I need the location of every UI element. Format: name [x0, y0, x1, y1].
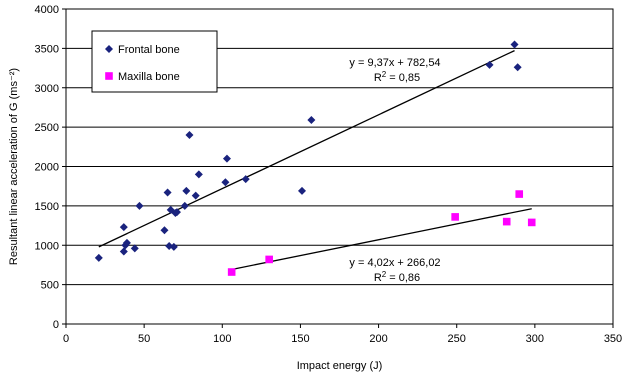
legend-marker-maxilla-bone [105, 72, 113, 80]
y-tick-label: 2000 [35, 162, 59, 174]
x-tick-label: 200 [369, 333, 387, 345]
frontal-bone-point [163, 188, 172, 197]
frontal-bone-point [182, 186, 191, 195]
frontal-bone-point [119, 247, 128, 256]
frontal-bone-point [241, 175, 250, 184]
x-tick-label: 0 [63, 333, 69, 345]
x-tick-label: 50 [138, 333, 150, 345]
y-tick-label: 2500 [35, 122, 59, 134]
legend-box [91, 30, 218, 93]
frontal-bone-point [119, 223, 128, 232]
maxilla-bone-point [502, 217, 511, 226]
frontal-bone-point [122, 238, 131, 247]
frontal-bone-point [510, 40, 519, 49]
y-tick-label: 3000 [35, 83, 59, 95]
frontal-bone-point [172, 208, 181, 217]
y-tick-label: 3500 [35, 43, 59, 55]
frontal-bone-point [160, 226, 169, 235]
frontal-bone-point [180, 201, 189, 210]
trendline-r-squared: R2 = 0,85 [374, 70, 420, 84]
frontal-bone-point [135, 201, 144, 210]
legend: Frontal bone Maxilla bone [91, 30, 218, 93]
maxilla-bone-point [227, 268, 236, 276]
frontal-bone-point [94, 253, 103, 262]
frontal-bone-point [513, 63, 522, 72]
x-tick-label: 300 [526, 333, 544, 345]
x-tick-label: 150 [291, 333, 309, 345]
frontal-bone-point [297, 186, 306, 195]
maxilla-bone-point [451, 213, 459, 221]
y-tick-label: 1500 [35, 201, 59, 213]
x-tick-label: 250 [448, 333, 466, 345]
legend-marker-frontal-bone [105, 45, 113, 53]
maxilla-bone-point [515, 190, 524, 198]
frontal-bone-point [221, 178, 230, 187]
trendline [231, 208, 532, 271]
legend-label: Frontal bone [118, 44, 180, 56]
frontal-bone-point [222, 154, 231, 163]
y-tick-label: 1000 [35, 240, 59, 252]
frontal-bone-point [307, 116, 316, 125]
frontal-bone-point [485, 60, 494, 69]
trendline [98, 50, 515, 248]
trendline-r-squared: R2 = 0,86 [374, 270, 420, 284]
trendline-equation: y = 4,02x + 266,02 [349, 257, 440, 269]
axis-ticks: 0 500 1000 1500 2000 2500 3000 3500 4000 0 50 100 15… [35, 4, 622, 345]
frontal-bone-point [169, 242, 178, 251]
x-tick-label: 100 [213, 333, 231, 345]
y-tick-label: 0 [53, 319, 59, 331]
maxilla-bone-point [527, 218, 536, 227]
frontal-bone-point [130, 244, 139, 253]
data-points [94, 40, 536, 276]
trendlines [98, 50, 532, 271]
maxilla-bone-point [265, 255, 273, 264]
x-axis-title: Impact energy (J) [297, 360, 383, 372]
frontal-bone-point [191, 191, 200, 200]
legend-items: Frontal bone Maxilla bone [105, 44, 180, 83]
legend-label: Maxilla bone [118, 71, 180, 83]
frontal-bone-point [185, 131, 194, 139]
y-axis-title: Resultant linear acceleration of G (ms⁻²… [8, 68, 20, 265]
y-tick-label: 4000 [35, 4, 59, 16]
x-tick-label: 350 [604, 333, 622, 345]
trendline-equation: y = 9,37x + 782,54 [349, 57, 440, 69]
y-tick-label: 500 [41, 280, 59, 292]
frontal-bone-point [194, 170, 203, 179]
